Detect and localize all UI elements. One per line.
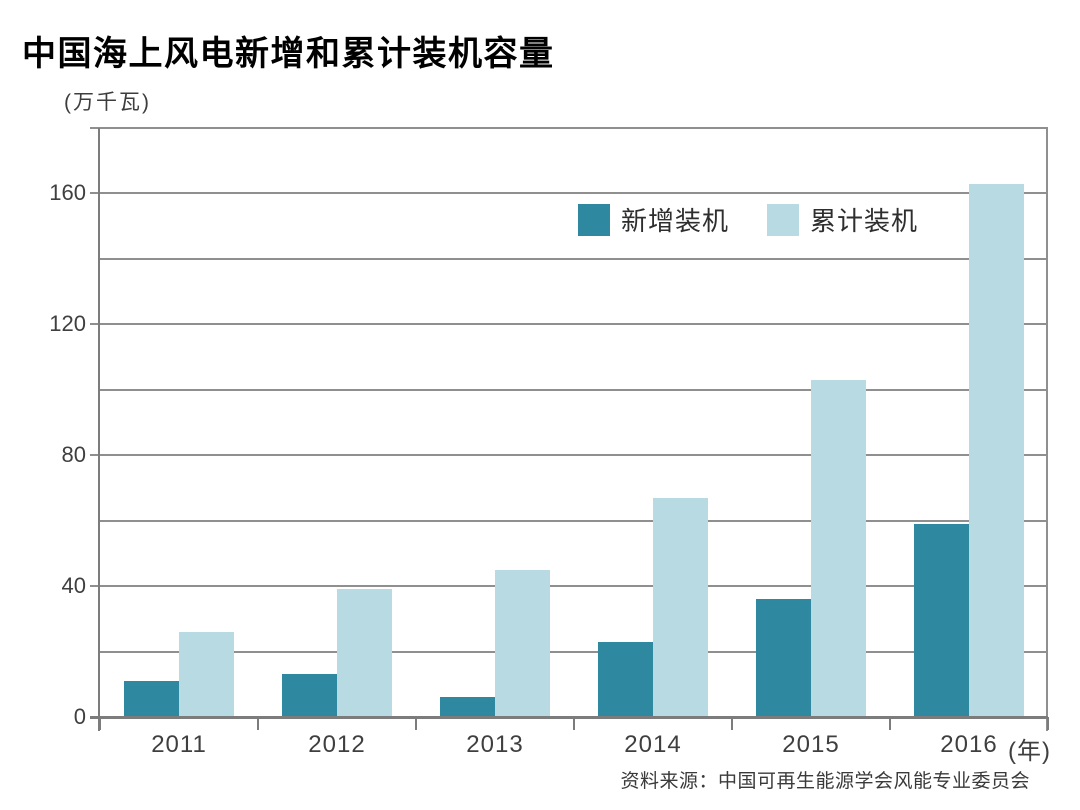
gridline — [90, 127, 1048, 129]
x-axis-category-label: 2013 — [466, 731, 524, 758]
y-axis-tick-label: 120 — [49, 311, 86, 337]
bar-new-installed-2014 — [598, 641, 653, 718]
bar-cumulative-installed-2012 — [337, 589, 392, 718]
x-axis-category-label: 2015 — [782, 731, 840, 758]
gridline — [90, 323, 1048, 326]
y-axis-tick-label: 160 — [49, 180, 86, 206]
gridline — [90, 585, 1048, 588]
bar-cumulative-installed-2014 — [653, 497, 708, 718]
plot-right-border — [1046, 128, 1048, 731]
gridline — [100, 650, 1048, 653]
bar-cumulative-installed-2015 — [811, 379, 866, 718]
x-axis-tick — [573, 717, 575, 730]
gridline — [90, 454, 1048, 457]
x-axis-category-label: 2012 — [308, 731, 366, 758]
bar-cumulative-installed-2016 — [969, 183, 1024, 718]
legend-swatch-new-installed — [578, 203, 610, 236]
legend-swatch-cumulative-installed — [767, 203, 800, 236]
y-axis-tick-label: 0 — [73, 704, 86, 729]
legend-label-cumulative-installed: 累计装机 — [810, 206, 919, 236]
x-axis-tick — [99, 717, 101, 730]
source-note: 资料来源：中国可再生能源学会风能专业委员会 — [620, 771, 1030, 792]
bar-new-installed-2012 — [282, 674, 337, 718]
x-axis-line — [90, 716, 1048, 719]
gridline — [100, 257, 1048, 260]
gridline — [90, 192, 1048, 195]
x-axis-category-label: 2014 — [624, 731, 682, 758]
legend-item-new-installed: 新增装机 — [578, 201, 729, 238]
x-axis-category-label: 2011 — [151, 731, 207, 758]
x-axis-tick — [731, 717, 733, 730]
gridline — [100, 388, 1048, 391]
legend-label-new-installed: 新增装机 — [621, 206, 730, 236]
x-axis-tick — [415, 717, 417, 730]
legend-item-cumulative-installed: 累计装机 — [767, 201, 918, 238]
bar-new-installed-2011 — [124, 681, 179, 718]
y-axis-line — [98, 128, 100, 731]
bar-new-installed-2015 — [756, 599, 811, 718]
x-axis-tick — [1047, 717, 1049, 730]
bar-new-installed-2016 — [914, 523, 969, 718]
y-axis-unit-label: (万千瓦) — [64, 91, 151, 114]
bar-cumulative-installed-2011 — [179, 631, 234, 718]
gridline — [100, 519, 1048, 522]
bar-cumulative-installed-2013 — [495, 569, 550, 718]
x-axis-unit-label: (年) — [1008, 738, 1051, 765]
y-axis-tick-label: 80 — [61, 442, 86, 468]
bar-new-installed-2013 — [440, 697, 495, 718]
legend: 新增装机 累计装机 — [578, 201, 918, 238]
y-axis-tick-label: 40 — [61, 573, 86, 599]
x-axis-tick — [257, 717, 259, 730]
x-axis-category-label: 2016 — [940, 731, 998, 758]
chart-title: 中国海上风电新增和累计装机容量 — [22, 35, 555, 73]
x-axis-tick — [889, 717, 891, 730]
